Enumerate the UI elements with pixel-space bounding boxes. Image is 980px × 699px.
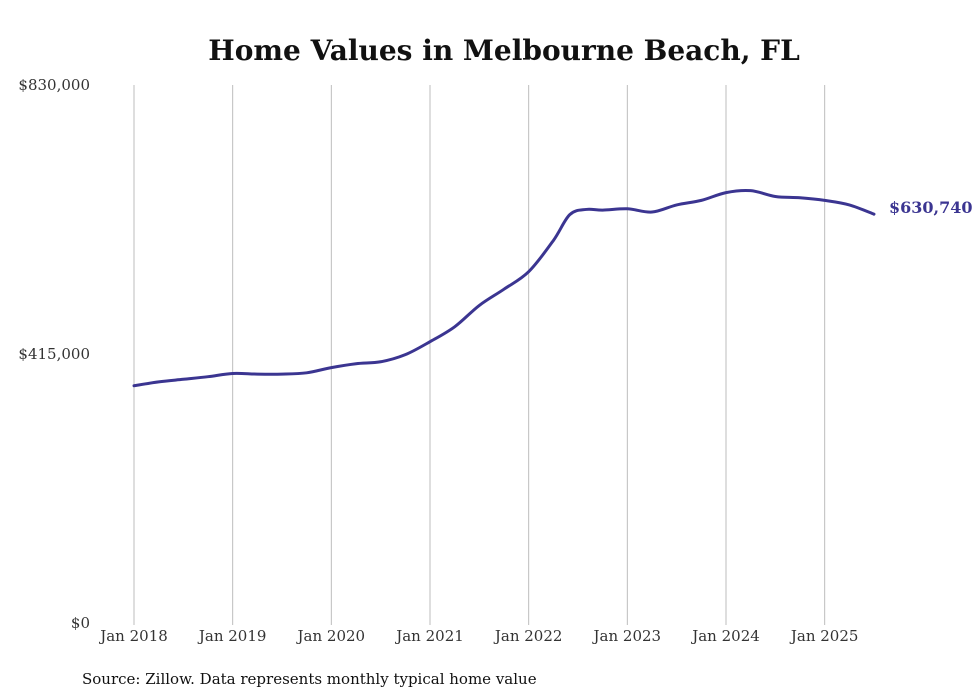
x-axis-ticks: Jan 2018 Jan 2019 Jan 2020 Jan 2021 Jan 2022…: [98, 627, 858, 645]
home-value-line: [132, 188, 876, 388]
y-tick-label: $830,000: [18, 76, 90, 94]
gridlines: [133, 85, 826, 625]
x-tick-label: Jan 2018: [98, 627, 168, 645]
x-tick-label: Jan 2019: [197, 627, 267, 645]
x-tick-label: Jan 2020: [296, 627, 366, 645]
x-tick-label: Jan 2022: [493, 627, 563, 645]
x-tick-label: Jan 2021: [394, 627, 464, 645]
y-tick-label: $415,000: [18, 345, 90, 363]
y-axis-ticks: $0 $415,000 $830,000: [18, 76, 90, 632]
y-tick-label: $0: [71, 614, 90, 632]
x-tick-label: Jan 2024: [690, 627, 760, 645]
x-tick-label: Jan 2025: [789, 627, 859, 645]
series-layer: $630,740: [132, 188, 973, 388]
end-value-label: $630,740: [889, 198, 973, 217]
source-note: Source: Zillow. Data represents monthly …: [82, 670, 537, 688]
chart-title: Home Values in Melbourne Beach, FL: [208, 34, 800, 67]
x-tick-label: Jan 2023: [592, 627, 662, 645]
